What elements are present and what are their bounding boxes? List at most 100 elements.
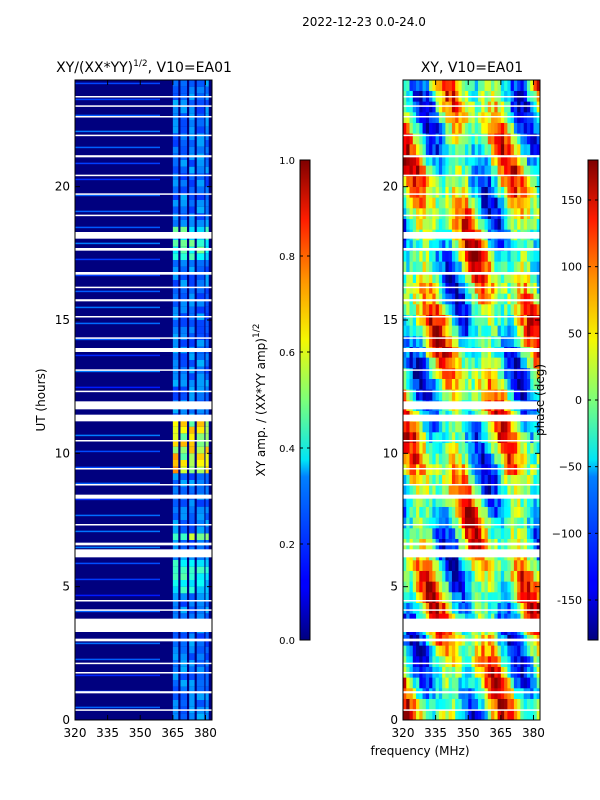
phase-heatmap-cell	[409, 709, 414, 721]
phase-heatmap-cell	[403, 506, 407, 518]
phase-heatmap-cell	[481, 80, 485, 91]
phase-heatmap-cell	[438, 122, 443, 134]
phase-heatmap-cell	[458, 517, 463, 529]
phase-heatmap-cell	[471, 602, 476, 614]
phase-heatmap-cell	[455, 378, 459, 390]
amplitude-heatmap-cell	[75, 546, 160, 549]
phase-heatmap-cell	[468, 709, 472, 721]
phase-heatmap-cell	[533, 592, 538, 603]
phase-heatmap-cell	[442, 336, 446, 347]
phase-heatmap-cell	[504, 442, 508, 454]
phase-heatmap-cell	[500, 304, 505, 315]
phase-heatmap-cell	[406, 208, 410, 219]
phase-heatmap-cell	[409, 186, 414, 198]
phase-heatmap-cell	[461, 602, 466, 614]
phase-heatmap-cell	[530, 453, 534, 465]
phase-heatmap-cell	[458, 250, 463, 262]
phase-heatmap-cell	[500, 261, 505, 273]
phase-heatmap-cell	[468, 346, 472, 358]
amplitude-heatmap-cell	[180, 340, 187, 347]
phase-heatmap-cell	[438, 602, 443, 614]
phase-heatmap-cell	[478, 176, 482, 187]
phase-heatmap-cell	[520, 272, 524, 283]
phase-heatmap-cell	[425, 378, 430, 390]
phase-heatmap-cell	[464, 432, 469, 443]
phase-heatmap-cell	[461, 645, 466, 657]
amplitude-heatmap-cell	[196, 580, 205, 587]
phase-heatmap-cell	[517, 133, 521, 145]
phase-heatmap-cell	[481, 325, 485, 337]
phase-heatmap-cell	[513, 208, 518, 219]
phase-heatmap-cell	[484, 474, 489, 486]
phase-heatmap-cell	[471, 496, 476, 507]
phase-heatmap-cell	[487, 581, 492, 593]
phase-heatmap-cell	[435, 80, 440, 91]
amplitude-heatmap-cell	[196, 260, 205, 267]
phase-heatmap-cell	[487, 208, 492, 219]
phase-heatmap-cell	[464, 581, 469, 593]
phase-heatmap-cell	[409, 261, 414, 273]
phase-heatmap-cell	[422, 240, 427, 251]
amplitude-heatmap-cell	[205, 293, 209, 300]
phase-heatmap-cell	[432, 80, 436, 91]
phase-heatmap-cell	[425, 677, 430, 689]
phase-heatmap-cell	[422, 133, 427, 145]
amplitude-heatmap-cell	[205, 680, 209, 687]
phase-heatmap-cell	[474, 272, 479, 283]
phase-heatmap-cell	[513, 261, 518, 273]
phase-heatmap-cell	[445, 346, 449, 358]
phase-heatmap-cell	[455, 197, 459, 209]
phase-heatmap-cell	[507, 656, 511, 667]
phase-heatmap-cell	[429, 560, 433, 571]
amplitude-heatmap-cell	[205, 193, 209, 200]
colorbar-tick-label: 0.6	[279, 348, 295, 359]
phase-heatmap-cell	[458, 133, 463, 145]
amplitude-heatmap-cell	[75, 162, 160, 165]
phase-heatmap-cell	[500, 581, 505, 593]
phase-heatmap-cell	[536, 176, 541, 187]
phase-heatmap-cell	[464, 122, 469, 134]
amplitude-heatmap-cell	[196, 353, 205, 360]
phase-heatmap-cell	[425, 293, 430, 305]
amplitude-heatmap-cell	[189, 173, 195, 180]
phase-heatmap-cell	[497, 432, 502, 443]
phase-heatmap-cell	[442, 325, 446, 337]
phase-heatmap-cell	[520, 442, 524, 454]
phase-heatmap-cell	[471, 677, 476, 689]
phase-heatmap-cell	[494, 496, 498, 507]
phase-heatmap-cell	[523, 186, 528, 198]
phase-heatmap-cell	[419, 709, 423, 721]
phase-heatmap-cell	[474, 581, 479, 593]
amplitude-heatmap-cell	[205, 446, 209, 454]
phase-heatmap-cell	[536, 496, 541, 507]
phase-heatmap-cell	[500, 592, 505, 603]
phase-heatmap-cell	[500, 186, 505, 198]
phase-heatmap-cell	[523, 250, 528, 262]
phase-heatmap-cell	[442, 570, 446, 582]
phase-heatmap-cell	[458, 336, 463, 347]
phase-heatmap-cell	[442, 453, 446, 465]
amplitude-heatmap-cell	[172, 586, 179, 594]
phase-heatmap-cell	[435, 496, 440, 507]
phase-heatmap-cell	[409, 272, 414, 283]
phase-heatmap-cell	[497, 272, 502, 283]
phase-heatmap-cell	[409, 389, 414, 401]
phase-heatmap-cell	[438, 133, 443, 145]
phase-heatmap-cell	[487, 602, 492, 614]
phase-heatmap-cell	[451, 357, 456, 369]
phase-heatmap-cell	[484, 293, 489, 305]
amplitude-heatmap-cell	[180, 353, 187, 360]
phase-heatmap-cell	[474, 240, 479, 251]
amplitude-heatmap-cell	[205, 513, 209, 520]
phase-heatmap-cell	[530, 602, 534, 614]
phase-heatmap-cell	[533, 442, 538, 454]
phase-heatmap-cell	[510, 485, 515, 497]
phase-heatmap-cell	[464, 197, 469, 209]
phase-heatmap-cell	[409, 645, 414, 657]
phase-heatmap-cell	[526, 474, 531, 486]
phase-heatmap-cell	[468, 432, 472, 443]
phase-heatmap-cell	[432, 368, 436, 379]
phase-heatmap-cell	[438, 698, 443, 710]
phase-heatmap-cell	[406, 389, 410, 401]
phase-heatmap-cell	[491, 581, 495, 593]
